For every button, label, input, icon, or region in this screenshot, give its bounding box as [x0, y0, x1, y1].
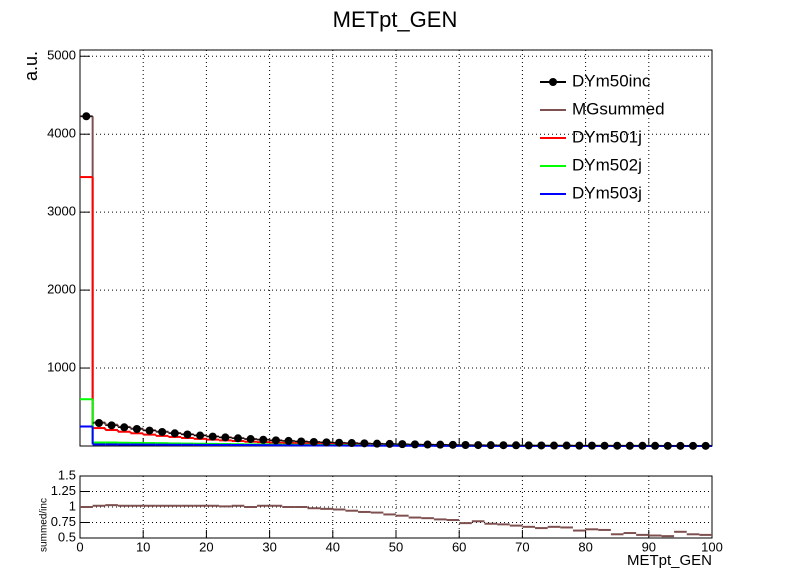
- data-point: [651, 441, 660, 450]
- x-tick-label: 50: [389, 539, 403, 554]
- x-tick-label: 80: [578, 539, 592, 554]
- y-tick-label: 0.5: [58, 529, 76, 544]
- data-point: [347, 439, 356, 448]
- data-point: [335, 438, 344, 447]
- ratio-y-axis-label: summed/inc: [39, 498, 50, 552]
- data-point: [196, 431, 205, 440]
- y-axis-label: a.u.: [21, 51, 41, 81]
- x-tick-label: 30: [262, 539, 276, 554]
- data-point: [613, 441, 622, 450]
- data-point: [234, 434, 242, 443]
- legend-label: DYm503j: [572, 183, 642, 202]
- data-point: [587, 441, 596, 450]
- data-point: [398, 440, 407, 449]
- data-point: [524, 441, 533, 450]
- data-point: [663, 441, 672, 450]
- data-point: [271, 436, 280, 445]
- x-tick-label: 70: [515, 539, 529, 554]
- data-point: [474, 441, 483, 450]
- chart-title: METpt_GEN: [333, 7, 458, 32]
- x-tick-label: 60: [452, 539, 466, 554]
- legend-label: MGsummed: [572, 99, 665, 118]
- y-tick-label: 5000: [47, 48, 76, 63]
- data-point: [82, 112, 91, 121]
- y-tick-label: 0.75: [51, 514, 76, 529]
- x-tick-label: 10: [136, 539, 150, 554]
- data-point: [638, 441, 647, 450]
- legend-label: DYm501j: [572, 127, 642, 146]
- y-tick-label: 1: [69, 498, 76, 513]
- y-tick-label: 2000: [47, 282, 76, 297]
- data-point: [689, 441, 698, 450]
- y-tick-label: 1000: [47, 359, 76, 374]
- data-point: [309, 437, 318, 446]
- data-point: [170, 429, 179, 438]
- x-tick-label: 0: [76, 539, 83, 554]
- data-point: [410, 440, 419, 449]
- y-tick-label: 4000: [47, 126, 76, 141]
- data-point: [575, 441, 584, 450]
- data-point: [322, 438, 331, 447]
- x-tick-label: 20: [199, 539, 213, 554]
- data-point: [120, 423, 129, 432]
- data-point: [448, 440, 457, 449]
- data-point: [208, 432, 217, 441]
- data-point: [512, 441, 521, 450]
- data-point: [373, 439, 382, 448]
- data-point: [158, 427, 167, 436]
- x-tick-label: 40: [326, 539, 340, 554]
- data-point: [385, 439, 394, 448]
- y-tick-label: 3000: [47, 204, 76, 219]
- data-point: [183, 430, 192, 439]
- data-point: [550, 441, 558, 450]
- data-point: [259, 435, 268, 444]
- data-point: [297, 437, 306, 446]
- y-tick-label: 1.25: [51, 483, 76, 498]
- data-point: [107, 421, 116, 430]
- data-point: [701, 441, 710, 450]
- legend-label: DYm502j: [572, 155, 642, 174]
- data-point: [486, 441, 495, 450]
- data-point: [676, 441, 685, 450]
- data-point: [537, 441, 546, 450]
- x-tick-label: 90: [642, 539, 656, 554]
- data-point: [625, 441, 634, 450]
- data-point: [461, 440, 470, 449]
- x-axis-label: METpt_GEN: [627, 552, 712, 569]
- legend-marker: [549, 78, 557, 86]
- data-point: [360, 439, 369, 448]
- data-point: [246, 435, 255, 444]
- data-point: [221, 433, 230, 442]
- data-point: [145, 426, 154, 435]
- data-point: [562, 441, 571, 450]
- data-point: [94, 419, 103, 428]
- data-point: [600, 441, 609, 450]
- legend-label: DYm50inc: [572, 71, 651, 90]
- x-tick-label: 100: [701, 539, 723, 554]
- data-point: [284, 436, 293, 445]
- y-tick-label: 1.5: [58, 467, 76, 482]
- data-point: [132, 425, 141, 434]
- data-point: [499, 441, 508, 450]
- data-point: [423, 440, 432, 449]
- data-point: [436, 440, 445, 449]
